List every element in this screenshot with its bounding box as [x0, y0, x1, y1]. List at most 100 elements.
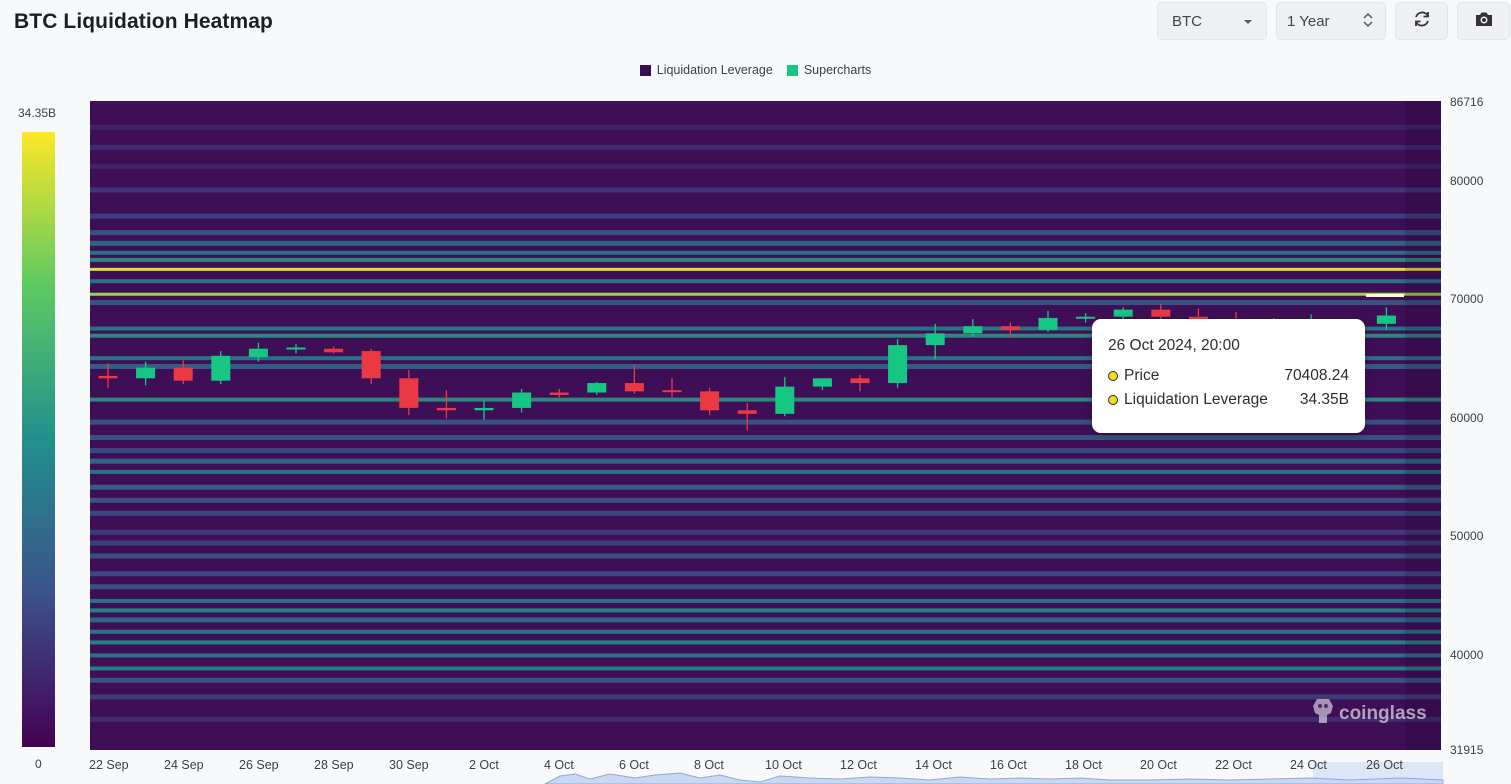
tooltip-row-liquidation-leverage: Liquidation Leverage 34.35B	[1108, 391, 1349, 409]
up-down-arrows-icon	[1363, 11, 1373, 33]
candle-body	[173, 367, 193, 381]
candle-body	[98, 375, 118, 379]
liquidation-band	[90, 484, 1441, 490]
x-tick: 26 Sep	[239, 758, 279, 772]
candle-body	[1151, 309, 1171, 317]
legend-swatch-liquidation	[639, 64, 651, 76]
y-tick: 50000	[1450, 529, 1484, 543]
y-tick: 70000	[1450, 292, 1484, 306]
liquidation-band	[90, 584, 1441, 590]
navigator-strip	[544, 762, 1444, 784]
legend-label: Supercharts	[803, 63, 872, 77]
liquidation-band	[90, 240, 1441, 246]
range-select[interactable]: 1 Year	[1276, 2, 1386, 40]
liquidation-band	[90, 677, 1441, 683]
colorbar	[22, 132, 55, 747]
legend-item-liquidation-leverage[interactable]: Liquidation Leverage	[639, 63, 773, 77]
candle-body	[361, 351, 381, 379]
liquidation-band	[90, 553, 1441, 559]
liquidation-band	[90, 363, 1441, 369]
liquidation-band	[90, 469, 1441, 474]
tooltip-label: Price	[1124, 367, 1160, 384]
x-tick: 4 Oct	[544, 758, 574, 772]
liquidation-band	[90, 448, 1441, 454]
liquidation-band	[90, 629, 1441, 634]
symbol-select[interactable]: BTC	[1157, 2, 1267, 40]
legend-swatch-supercharts	[786, 64, 798, 76]
liquidation-band	[90, 458, 1441, 464]
liquidation-band	[90, 598, 1441, 603]
candle-body	[775, 386, 795, 414]
coinglass-logo-icon	[1311, 697, 1335, 731]
colorbar-min-label: 0	[35, 757, 42, 771]
liquidation-band	[90, 608, 1441, 613]
liquidation-band	[90, 653, 1441, 658]
x-tick: 14 Oct	[915, 758, 952, 772]
y-tick: 80000	[1450, 174, 1484, 188]
legend-label: Liquidation Leverage	[656, 63, 773, 77]
liquidation-band	[90, 529, 1441, 535]
liquidation-band	[90, 230, 1441, 236]
liquidation-band	[90, 640, 1441, 645]
candle-body	[963, 326, 983, 334]
x-tick: 10 Oct	[765, 758, 802, 772]
candle-body	[549, 392, 569, 395]
candle-body	[211, 355, 231, 381]
y-tick: 40000	[1450, 648, 1484, 662]
candle-body	[737, 410, 757, 414]
candle-body	[700, 391, 720, 411]
candle-body	[248, 348, 268, 357]
liquidation-band	[90, 267, 1441, 271]
candle-body	[1000, 326, 1020, 330]
candle-body	[324, 348, 344, 353]
liquidation-band	[90, 333, 1441, 338]
candle-body	[512, 392, 532, 408]
liquidation-band	[90, 510, 1441, 516]
candle-body	[1376, 315, 1396, 324]
x-tick: 24 Oct	[1290, 758, 1327, 772]
tooltip-row-price: Price 70408.24	[1108, 367, 1349, 385]
liquidation-band	[90, 617, 1441, 623]
liquidation-band	[90, 571, 1441, 577]
liquidation-band	[90, 356, 1441, 361]
tooltip-value: 70408.24	[1284, 367, 1349, 384]
x-tick: 16 Oct	[990, 758, 1027, 772]
liquidation-band	[90, 257, 1441, 262]
liquidation-band	[90, 540, 1441, 546]
legend-item-supercharts[interactable]: Supercharts	[786, 63, 872, 77]
yellow-dot-icon	[1108, 371, 1118, 381]
chevron-down-icon	[1242, 15, 1254, 32]
liquidation-band	[90, 300, 1441, 306]
candle-body	[1038, 317, 1058, 330]
candle-body	[1188, 316, 1208, 321]
refresh-button[interactable]	[1395, 2, 1448, 40]
liquidation-band	[90, 419, 1441, 425]
coinglass-watermark: coinglass	[1311, 697, 1427, 731]
candle-body	[888, 345, 908, 384]
screenshot-button[interactable]	[1457, 2, 1510, 40]
x-tick: 12 Oct	[840, 758, 877, 772]
liquidation-band	[90, 397, 1441, 402]
liquidation-band	[90, 716, 1441, 722]
yellow-dot-icon	[1108, 395, 1118, 405]
candle-body	[1076, 316, 1096, 319]
y-tick: 60000	[1450, 411, 1484, 425]
liquidation-bands	[90, 124, 1441, 722]
watermark-text: coinglass	[1339, 703, 1427, 724]
liquidation-band	[90, 187, 1441, 193]
candle-body	[662, 390, 682, 393]
candle-body	[1113, 309, 1133, 317]
liquidation-band	[90, 250, 1441, 255]
current-price-marker	[1366, 294, 1404, 297]
range-select-value: 1 Year	[1287, 12, 1330, 30]
liquidation-band	[90, 292, 1441, 296]
x-tick: 6 Oct	[619, 758, 649, 772]
x-tick: 18 Oct	[1065, 758, 1102, 772]
x-tick: 24 Sep	[164, 758, 204, 772]
x-tick: 2 Oct	[469, 758, 499, 772]
liquidation-band	[90, 497, 1441, 503]
liquidation-band	[90, 144, 1441, 150]
candle-body	[136, 367, 156, 379]
liquidation-band	[90, 666, 1441, 671]
candle-body	[850, 378, 870, 384]
